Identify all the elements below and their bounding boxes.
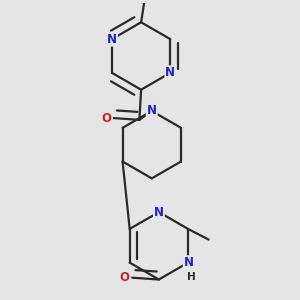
Text: N: N (107, 33, 117, 46)
Text: N: N (184, 256, 194, 269)
Text: N: N (154, 206, 164, 219)
Text: N: N (165, 66, 175, 79)
Text: N: N (147, 104, 157, 118)
Text: O: O (119, 271, 130, 284)
Text: O: O (101, 112, 111, 124)
Text: H: H (187, 272, 195, 282)
